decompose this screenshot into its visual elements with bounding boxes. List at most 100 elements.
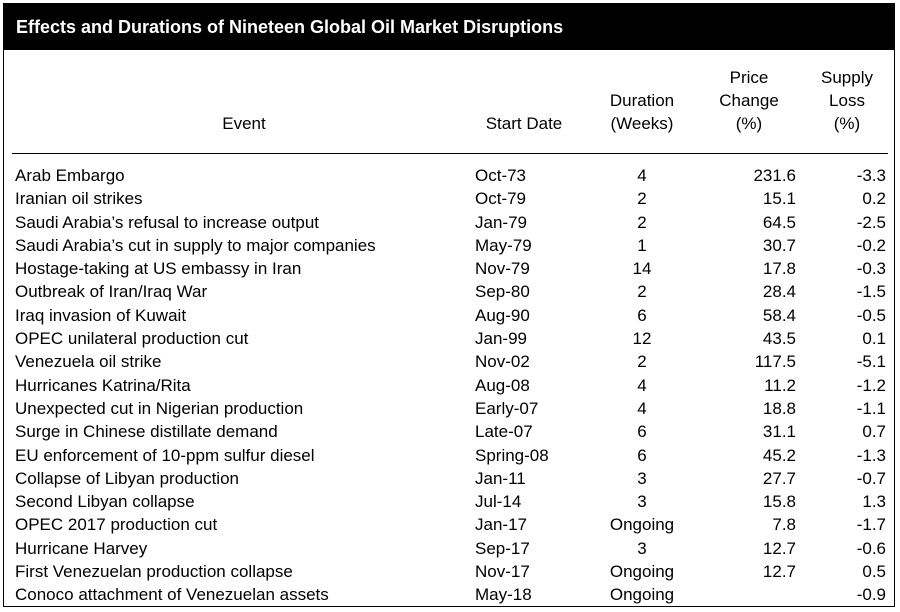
cell-duration: 6 [637, 445, 647, 465]
cell-supply-loss: -0.3 [856, 259, 886, 279]
cell-price-change: 11.2 [764, 375, 796, 395]
cell-start-date: Aug-08 [475, 375, 530, 395]
cell-event: First Venezuelan production collapse [15, 562, 293, 582]
cell-duration: 4 [637, 166, 647, 185]
cell-event: OPEC 2017 production cut [15, 515, 218, 535]
cell-duration: 1 [637, 235, 647, 255]
cell-start-date: Jan-11 [475, 468, 526, 488]
cell-supply-loss: 0.5 [862, 562, 886, 582]
cell-price-change: 15.1 [762, 189, 796, 209]
table-row: Outbreak of Iran/Iraq War Sep-80 2 28.4 -1.5 [4, 280, 894, 303]
cell-price-change: 7.8 [772, 515, 796, 535]
table-row: Surge in Chinese distillate demand Late-0… [4, 420, 894, 443]
cell-supply-loss: -1.5 [856, 282, 886, 302]
cell-start-date: Spring-08 [475, 445, 549, 465]
cell-supply-loss: -0.5 [856, 305, 886, 325]
cell-price-change: 15.8 [762, 492, 796, 512]
cell-price-change: 28.4 [762, 282, 796, 302]
cell-event: Collapse of Libyan production [15, 468, 239, 488]
cell-price-change: 117.5 [754, 352, 796, 372]
cell-price-change: 64.5 [762, 212, 796, 232]
table-row: Collapse of Libyan production Jan-11 3 27.7… [4, 467, 894, 490]
cell-event: Saudi Arabia’s cut in supply to major co… [15, 235, 376, 255]
cell-price-change: 12.7 [762, 562, 796, 582]
cell-duration: 2 [637, 212, 647, 232]
table-row: Saudi Arabia’s cut in supply to major co… [4, 234, 894, 257]
table-row: Second Libyan collapse Jul-14 3 15.8 1.3 [4, 490, 894, 513]
cell-price-change: 17.8 [762, 259, 796, 279]
cell-price-change: 30.7 [762, 235, 796, 255]
cell-start-date: Jan-17 [475, 515, 527, 535]
cell-supply-loss: -0.9 [856, 585, 886, 605]
cell-duration: 2 [637, 189, 647, 209]
table-row: Venezuela oil strike Nov-02 2 117.5 -5.1 [4, 350, 894, 373]
cell-event: Hostage-taking at US embassy in Iran [15, 259, 302, 279]
cell-event: Hurricane Harvey [15, 538, 148, 558]
cell-start-date: Aug-90 [475, 305, 530, 325]
cell-event: Iraq invasion of Kuwait [15, 305, 187, 325]
cell-duration: Ongoing [609, 585, 675, 605]
cell-duration: 6 [637, 422, 647, 442]
header-divider [12, 153, 888, 154]
header-price-change: Price Change (%) [719, 68, 779, 133]
cell-price-change: 18.8 [762, 398, 796, 418]
cell-price-change: 31.1 [762, 422, 796, 442]
cell-supply-loss: -0.7 [856, 468, 886, 488]
cell-price-change: 12.7 [762, 538, 796, 558]
cell-start-date: Sep-80 [475, 282, 530, 302]
cell-supply-loss: 0.1 [862, 329, 886, 349]
cell-supply-loss: 0.7 [862, 422, 886, 442]
table-row: Hostage-taking at US embassy in Iran Nov-… [4, 257, 894, 280]
cell-event: Conoco attachment of Venezuelan assets [15, 585, 329, 605]
cell-start-date: Jul-14 [475, 492, 522, 512]
cell-duration: 12 [632, 329, 652, 349]
table-row: OPEC unilateral production cut Jan-99 12 43… [4, 327, 894, 350]
cell-duration: 6 [637, 305, 647, 325]
table-body: Arab Embargo Oct-73 4 231.6 -3.3 Iranian oil … [4, 164, 894, 607]
cell-supply-loss: -3.3 [856, 166, 886, 185]
cell-price-change: 27.7 [762, 468, 796, 488]
cell-event: Saudi Arabia’s refusal to increase outpu… [15, 212, 319, 232]
cell-start-date: Nov-02 [475, 352, 530, 372]
table-row: OPEC 2017 production cut Jan-17 Ongoing 7.8… [4, 513, 894, 536]
cell-event: Unexpected cut in Nigerian production [15, 398, 304, 418]
table-row: Iranian oil strikes Oct-79 2 15.1 0.2 [4, 187, 894, 210]
cell-supply-loss: -5.1 [856, 352, 886, 372]
table-row: Saudi Arabia’s refusal to increase outpu… [4, 211, 894, 234]
cell-price-change: 231.6 [753, 166, 796, 185]
cell-duration: 2 [637, 282, 647, 302]
cell-start-date: Jan-79 [475, 212, 527, 232]
cell-start-date: May-18 [475, 585, 532, 605]
cell-event: Venezuela oil strike [15, 352, 162, 372]
table-row: Iraq invasion of Kuwait Aug-90 6 58.4 -0.5 [4, 304, 894, 327]
cell-supply-loss: -1.3 [856, 445, 886, 465]
cell-start-date: Jan-99 [475, 329, 527, 349]
cell-duration: 2 [637, 352, 647, 372]
cell-start-date: Nov-79 [475, 259, 530, 279]
header-event: Event [222, 114, 266, 133]
cell-start-date: Oct-73 [475, 166, 527, 185]
table-row: Conoco attachment of Venezuelan assets Ma… [4, 583, 894, 606]
cell-duration: Ongoing [609, 515, 675, 535]
cell-supply-loss: 0.2 [862, 189, 886, 209]
cell-event: Arab Embargo [15, 166, 125, 185]
cell-duration: 14 [632, 259, 652, 279]
cell-start-date: Sep-17 [475, 538, 530, 558]
table-frame: Effects and Durations of Nineteen Global… [3, 3, 895, 607]
cell-event: Hurricanes Katrina/Rita [15, 375, 191, 395]
table-row: EU enforcement of 10-ppm sulfur diesel Sp… [4, 444, 894, 467]
table-row: Hurricanes Katrina/Rita Aug-08 4 11.2 -1.2 [4, 374, 894, 397]
cell-supply-loss: -2.5 [856, 212, 886, 232]
cell-start-date: May-79 [475, 235, 532, 255]
cell-duration: Ongoing [609, 562, 675, 582]
cell-event: Outbreak of Iran/Iraq War [15, 282, 208, 302]
header-supply-loss: Supply Loss (%) [821, 68, 873, 133]
cell-duration: 3 [637, 492, 647, 512]
cell-supply-loss: -1.1 [856, 398, 886, 418]
cell-price-change: 45.2 [762, 445, 796, 465]
cell-price-change: 43.5 [762, 329, 796, 349]
table-row: Hurricane Harvey Sep-17 3 12.7 -0.6 [4, 537, 894, 560]
header-start-date: Start Date [485, 114, 563, 133]
cell-supply-loss: 1.3 [862, 492, 886, 512]
cell-event: Surge in Chinese distillate demand [15, 422, 278, 442]
